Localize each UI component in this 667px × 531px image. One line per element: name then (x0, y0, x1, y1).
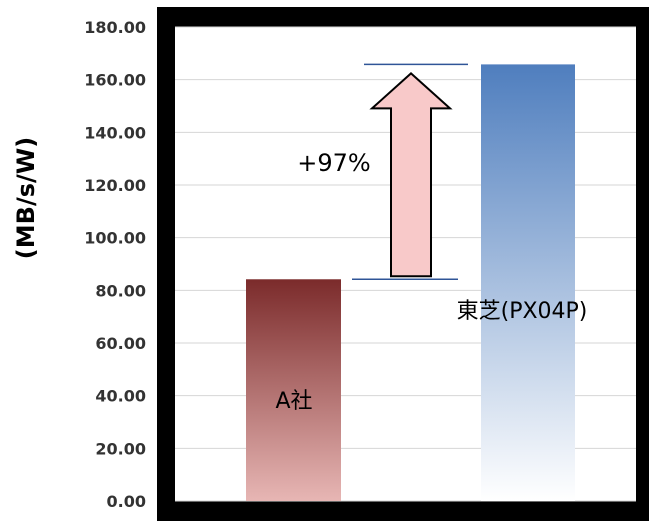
y-tick-label: 180.00 (84, 18, 146, 37)
improvement-label: +97% (297, 149, 370, 177)
y-tick-label: 80.00 (95, 281, 146, 300)
y-tick-label: 60.00 (95, 334, 146, 353)
category-label-toshiba: 東芝(PX04P) (457, 299, 588, 324)
y-tick-label: 160.00 (84, 71, 146, 90)
category-label-a-company: A社 (275, 389, 312, 414)
annotation-layer (352, 63, 468, 281)
improvement-arrow (369, 72, 453, 278)
y-tick-label: 40.00 (95, 387, 146, 406)
bars: A社 東芝(PX04P) (246, 64, 587, 501)
y-axis-label: (MB/s/W) (12, 137, 40, 259)
y-tick-label: 20.00 (95, 439, 146, 458)
y-tick-label: 140.00 (84, 123, 146, 142)
y-tick-labels: 0.00 20.00 40.00 60.00 80.00 100.00 120.00 140.… (84, 18, 146, 511)
bar-toshiba-px04p (481, 64, 575, 501)
bar-a-company (246, 279, 341, 501)
y-tick-label: 0.00 (107, 492, 146, 511)
y-tick-label: 100.00 (84, 229, 146, 248)
y-tick-label: 120.00 (84, 176, 146, 195)
